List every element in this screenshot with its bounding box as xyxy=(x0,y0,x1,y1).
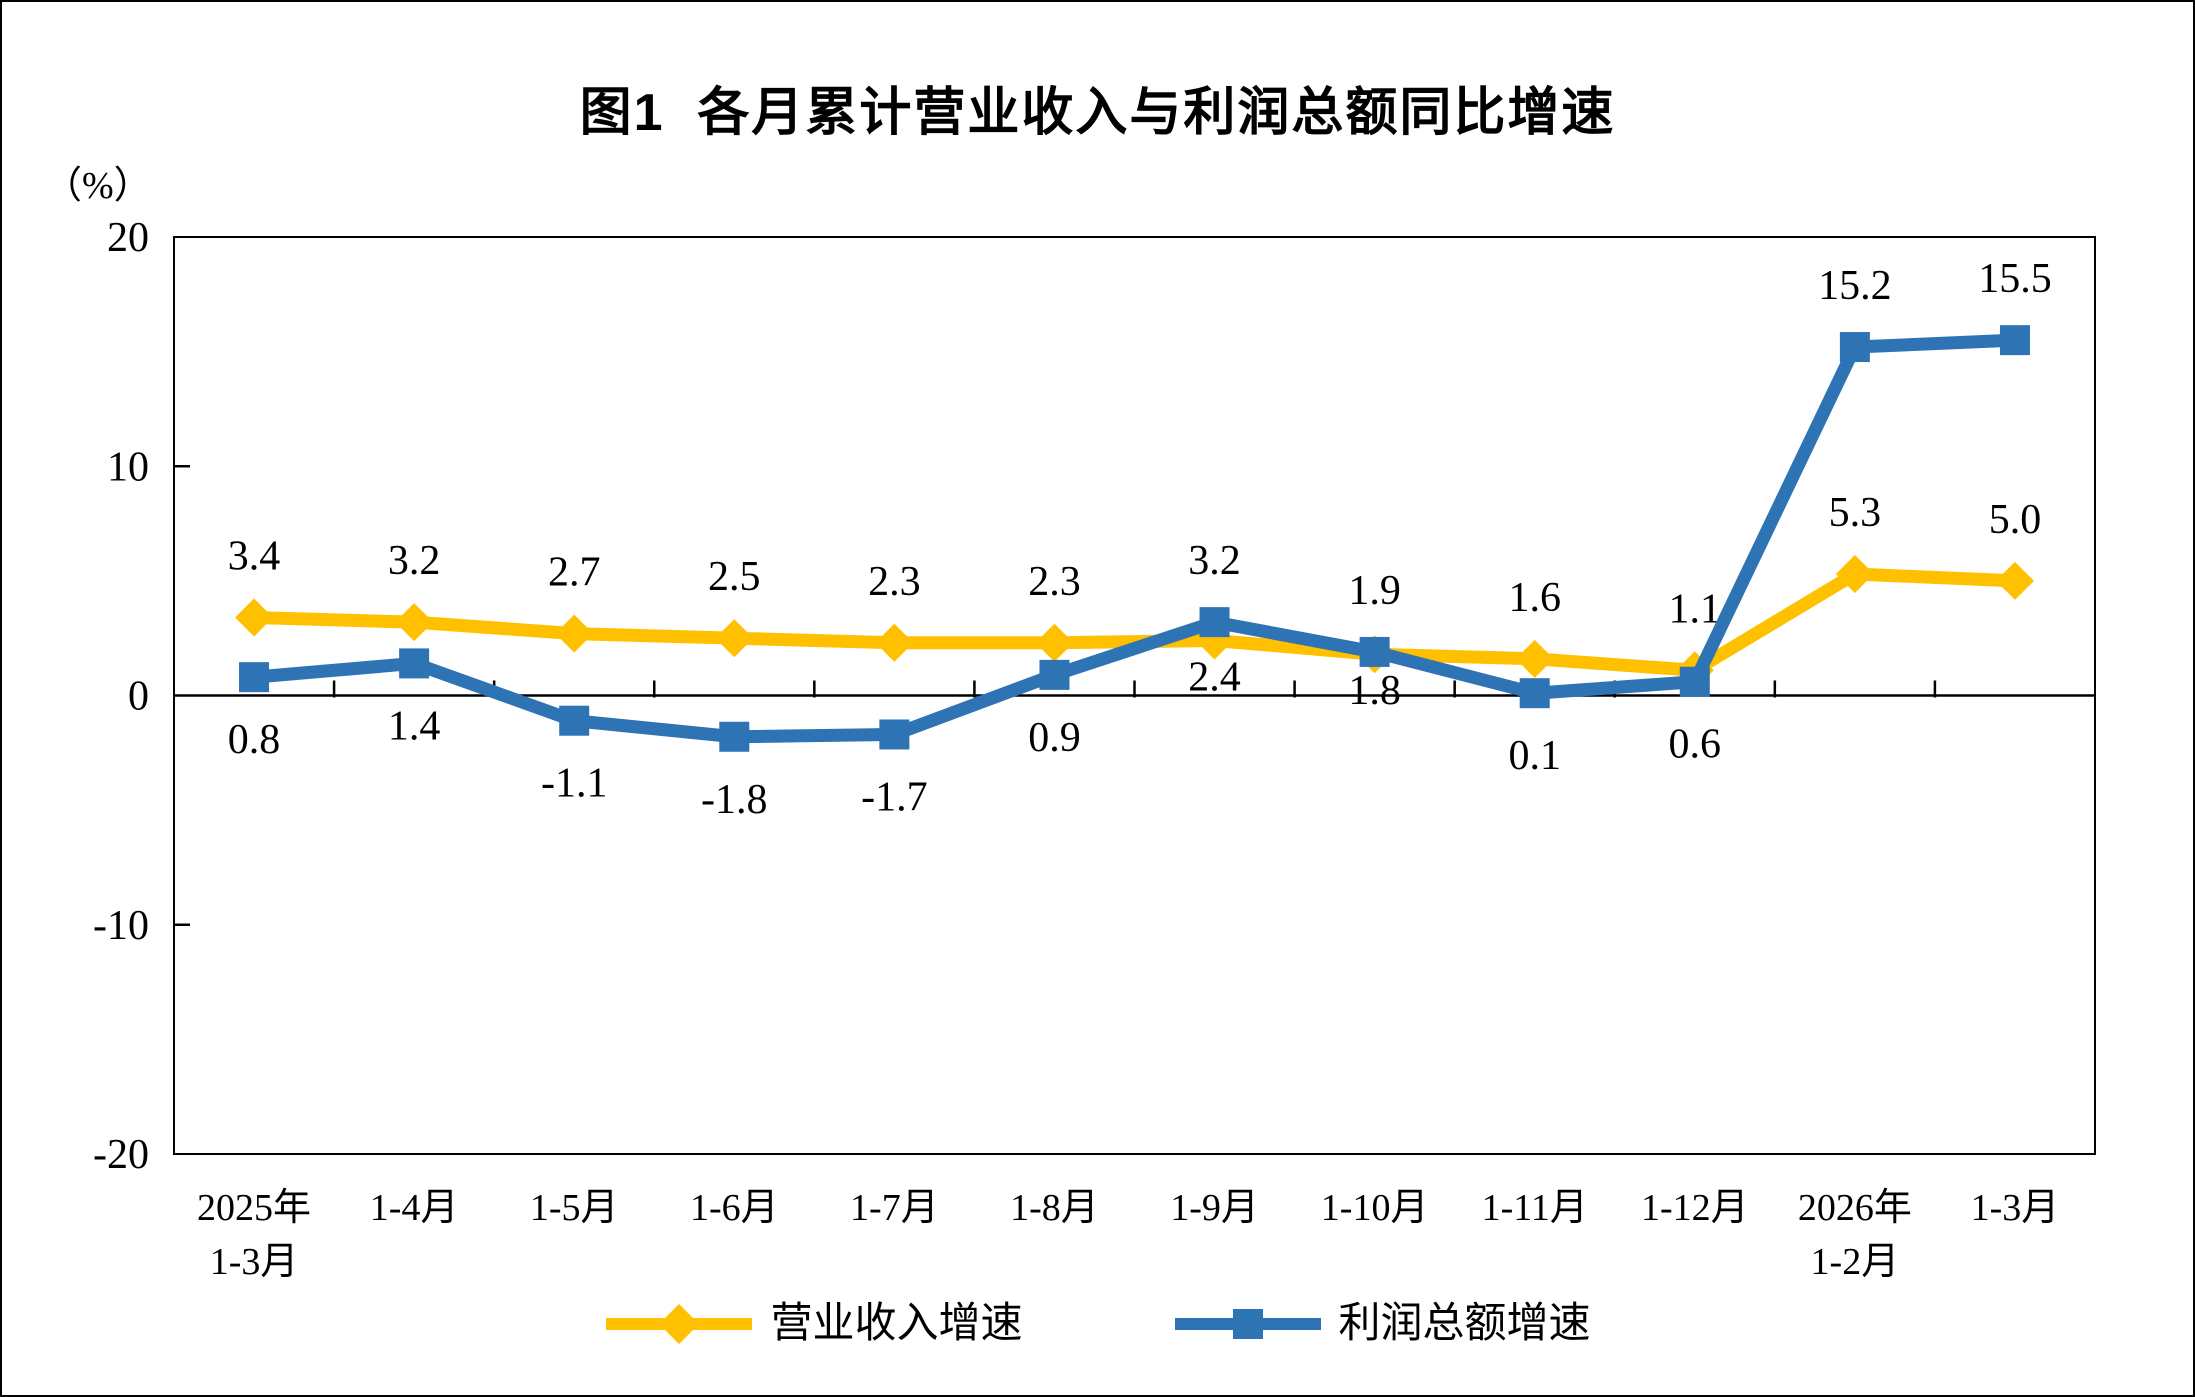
revenue-growth-data-label: 2.3 xyxy=(1028,559,1081,605)
profit-growth-data-label: -1.8 xyxy=(701,777,768,823)
x-category-label: 1-3月 xyxy=(1971,1187,2060,1229)
profit-growth-marker xyxy=(559,705,590,736)
revenue-growth-marker xyxy=(555,614,594,653)
profit-growth-marker xyxy=(399,648,430,679)
profit-growth-data-label: 0.1 xyxy=(1508,733,1561,779)
profit-growth-data-label: 1.9 xyxy=(1348,568,1401,614)
x-category-label: 1-5月 xyxy=(530,1187,619,1229)
legend-label-revenue-growth: 营业收入增速 xyxy=(770,1301,1023,1347)
profit-growth-data-label: 15.5 xyxy=(1978,256,2052,302)
profit-growth-marker xyxy=(879,719,910,750)
profit-growth-data-label: 0.9 xyxy=(1028,715,1081,761)
profit-growth-marker xyxy=(1039,659,1070,690)
diamond-marker-icon xyxy=(659,1304,700,1344)
profit-growth-data-label: 3.2 xyxy=(1188,538,1241,584)
x-category-label: 1-7月 xyxy=(850,1187,939,1229)
revenue-growth-data-label: 5.0 xyxy=(1989,497,2042,543)
y-tick-label: 20 xyxy=(107,215,149,261)
x-category-label: 1-12月 xyxy=(1641,1187,1749,1229)
revenue-growth-data-label: 2.5 xyxy=(708,554,761,600)
revenue-growth-marker xyxy=(875,623,914,662)
profit-growth-data-label: -1.7 xyxy=(861,774,928,820)
y-tick-label: -20 xyxy=(93,1132,149,1178)
profit-growth-marker xyxy=(1839,332,1870,363)
revenue-growth-data-label: 1.1 xyxy=(1669,586,1722,632)
x-category-label: 1-3月 xyxy=(210,1241,299,1283)
profit-growth-legend-marker xyxy=(1174,1309,1321,1339)
revenue-growth-marker xyxy=(1035,623,1074,662)
x-category-label: 1-2月 xyxy=(1811,1241,1900,1283)
chart-legend: 营业收入增速 利润总额增速 xyxy=(2,1302,2193,1346)
x-category-label: 1-4月 xyxy=(370,1187,459,1229)
profit-growth-marker xyxy=(1679,666,1710,697)
revenue-growth-data-label: 2.4 xyxy=(1188,654,1241,700)
profit-growth-marker xyxy=(1999,325,2030,356)
profit-growth-marker xyxy=(1359,636,1390,667)
x-category-label: 2025年 xyxy=(197,1187,311,1229)
revenue-growth-marker xyxy=(715,619,754,658)
revenue-growth-legend-marker xyxy=(606,1304,753,1344)
x-category-label: 1-6月 xyxy=(690,1187,779,1229)
revenue-growth-marker xyxy=(1835,554,1874,593)
legend-item-profit-growth: 利润总额增速 xyxy=(1173,1302,1591,1346)
revenue-growth-data-label: 3.2 xyxy=(388,538,441,584)
revenue-growth-data-label: 3.4 xyxy=(228,534,281,580)
y-tick-label: 0 xyxy=(128,674,149,720)
profit-growth-marker xyxy=(1519,678,1550,709)
profit-growth-data-label: 15.2 xyxy=(1818,263,1892,309)
chart-title: 图1 各月累计营业收入与利润总额同比增速 xyxy=(579,84,1616,142)
profit-growth-marker xyxy=(239,662,270,693)
profit-growth-data-label: 0.8 xyxy=(228,717,281,763)
profit-growth-marker xyxy=(1199,607,1230,638)
y-axis-unit-label: （%） xyxy=(44,165,152,207)
square-marker-icon xyxy=(1232,1309,1263,1339)
revenue-growth-line xyxy=(247,567,2022,677)
legend-label-profit-growth: 利润总额增速 xyxy=(1338,1301,1591,1347)
revenue-growth-marker xyxy=(1515,639,1554,678)
revenue-growth-data-label: 5.3 xyxy=(1829,490,1882,536)
x-category-label: 2026年 xyxy=(1798,1187,1912,1229)
x-category-label: 1-8月 xyxy=(1010,1187,1099,1229)
x-category-label: 1-10月 xyxy=(1321,1187,1429,1229)
profit-growth-data-label: 1.4 xyxy=(388,703,441,749)
revenue-growth-data-label: 1.8 xyxy=(1348,668,1401,714)
revenue-growth-marker xyxy=(395,603,434,642)
revenue-growth-data-label: 2.7 xyxy=(548,550,601,596)
legend-item-revenue-growth: 营业收入增速 xyxy=(604,1301,1023,1347)
revenue-growth-marker xyxy=(1995,561,2034,600)
revenue-growth-data-label: 2.3 xyxy=(868,559,921,605)
x-category-label: 1-11月 xyxy=(1482,1187,1588,1229)
profit-growth-marker xyxy=(719,721,750,752)
profit-growth-data-label: -1.1 xyxy=(541,761,608,807)
revenue-growth-marker xyxy=(235,598,274,637)
profit-growth-line xyxy=(247,333,2022,744)
y-tick-label: 10 xyxy=(107,444,149,490)
y-tick-label: -10 xyxy=(93,903,149,949)
profit-growth-data-label: 0.6 xyxy=(1669,722,1722,768)
x-category-label: 1-9月 xyxy=(1170,1187,1259,1229)
revenue-growth-data-label: 1.6 xyxy=(1508,575,1561,621)
